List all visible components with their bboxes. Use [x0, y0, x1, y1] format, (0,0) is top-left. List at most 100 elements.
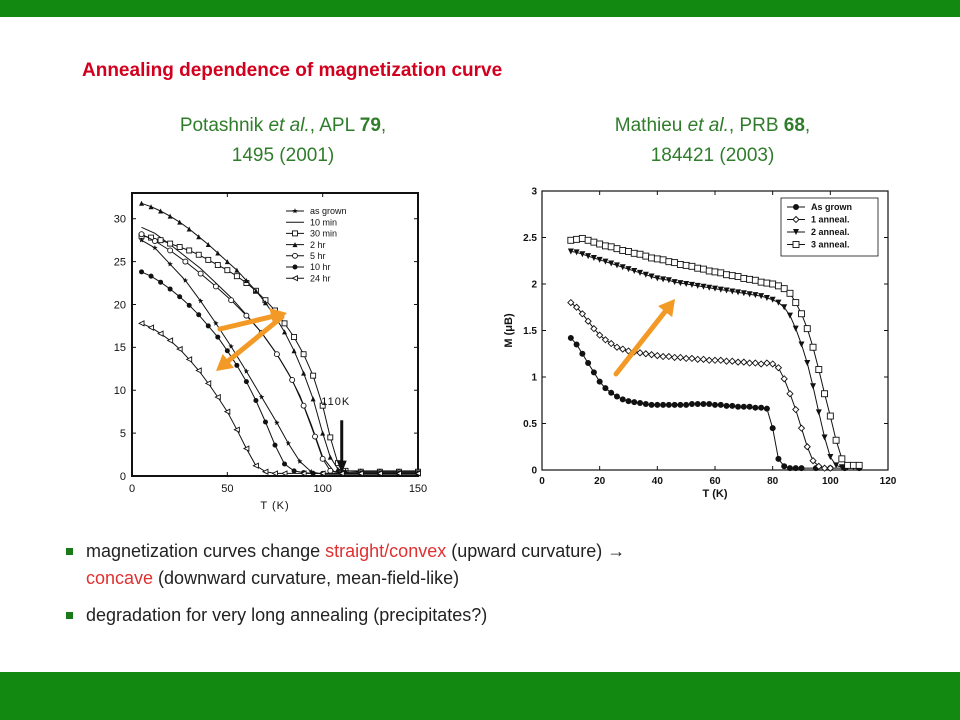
x-tick-label: 0: [539, 476, 545, 487]
series-3-anneal-: [567, 234, 863, 469]
data-point: [579, 350, 586, 357]
legend-label: 10 hr: [310, 262, 331, 272]
data-point: [729, 288, 736, 295]
data-point: [769, 296, 776, 303]
data-point: [619, 247, 627, 254]
data-point: [763, 359, 771, 367]
data-point: [683, 401, 690, 408]
y-tick-label: 10: [114, 385, 126, 397]
data-point: [243, 379, 249, 385]
data-point: [167, 213, 173, 219]
data-point: [205, 241, 211, 247]
data-point: [688, 400, 695, 407]
data-point: [166, 337, 174, 344]
data-point: [213, 320, 219, 326]
data-point: [139, 200, 145, 206]
data-point: [138, 231, 145, 238]
data-point: [700, 400, 707, 407]
data-point: [262, 300, 268, 306]
data-point: [243, 277, 249, 283]
y-tick-label: 2: [531, 280, 537, 291]
data-point: [281, 320, 288, 327]
data-point: [798, 310, 805, 318]
data-point: [821, 434, 828, 441]
series-1-anneal-: [567, 298, 834, 472]
data-point: [414, 470, 421, 477]
data-point: [182, 258, 189, 265]
data-point: [631, 267, 638, 274]
data-point: [228, 297, 235, 304]
data-point: [849, 461, 857, 469]
data-point: [301, 370, 307, 376]
data-point: [297, 458, 303, 464]
data-point: [186, 226, 192, 232]
data-point: [613, 245, 621, 253]
data-point: [809, 457, 817, 465]
data-point: [167, 240, 174, 247]
data-point: [763, 279, 771, 287]
data-point: [735, 289, 742, 296]
data-point: [567, 236, 575, 244]
bullet-marker: [66, 548, 73, 555]
data-point: [357, 470, 364, 477]
data-point: [319, 470, 326, 477]
data-point: [567, 334, 574, 341]
data-point: [660, 276, 667, 283]
reference-left: Potashnik et al., APL 79, 1495 (2001): [118, 111, 448, 171]
data-point: [659, 256, 667, 264]
ref-right-journal: , PRB: [728, 115, 784, 136]
data-point: [228, 343, 234, 349]
data-point: [176, 244, 183, 250]
data-point: [158, 279, 164, 285]
data-point: [312, 433, 318, 440]
data-point: [608, 260, 615, 267]
data-point: [613, 262, 620, 269]
data-point: [694, 264, 702, 272]
data-point: [820, 464, 829, 472]
data-point: [844, 461, 852, 469]
legend-marker: [792, 241, 800, 248]
legend-label: 2 anneal.: [811, 227, 850, 237]
data-point: [728, 357, 736, 365]
y-tick-label: 15: [114, 342, 126, 354]
data-point: [625, 266, 632, 273]
data-point: [253, 398, 259, 404]
data-point: [291, 348, 297, 354]
data-point: [671, 259, 679, 267]
data-point: [243, 312, 250, 319]
data-point: [780, 285, 788, 293]
legend-label: 10 min: [310, 217, 337, 227]
data-point: [769, 280, 777, 288]
x-tick-label: 60: [709, 476, 721, 487]
data-point: [740, 274, 748, 282]
data-point: [327, 454, 333, 460]
arrow-head: [658, 299, 675, 318]
data-point: [688, 281, 695, 288]
data-point: [792, 465, 799, 472]
data-point: [660, 401, 667, 408]
arrow-shaft: [613, 309, 668, 377]
data-point: [395, 470, 402, 477]
reference-right: Mathieu et al., PRB 68, 184421 (2003): [540, 111, 885, 171]
data-point: [792, 299, 800, 307]
slide-title: Annealing dependence of magnetization cu…: [82, 60, 503, 81]
data-point: [234, 267, 240, 273]
x-tick-label: 100: [313, 483, 331, 495]
series-2-anneal-: [567, 248, 857, 471]
legend-marker: [292, 230, 298, 237]
data-point: [654, 401, 661, 408]
data-point: [653, 255, 661, 263]
data-point: [579, 251, 586, 258]
data-point: [186, 247, 193, 254]
data-point: [567, 298, 575, 307]
data-point: [607, 243, 615, 251]
data-point: [798, 465, 805, 472]
data-point: [590, 369, 597, 376]
data-point: [151, 238, 158, 244]
data-point: [780, 375, 788, 383]
bullet-1-text-c: (downward curvature, mean-field-like): [153, 568, 460, 588]
data-point: [590, 325, 598, 333]
